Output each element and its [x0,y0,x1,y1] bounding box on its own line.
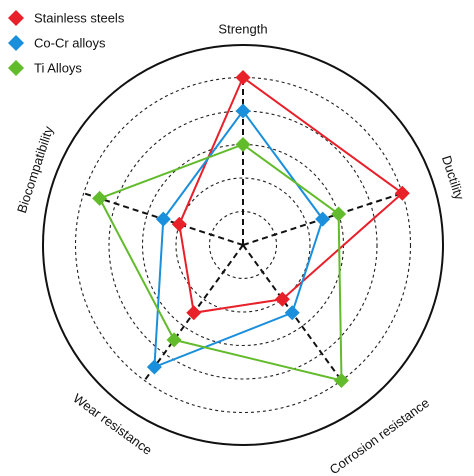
outer-ring [42,44,444,446]
axis-label: Biocompatibility [14,124,56,215]
legend-marker [8,60,24,76]
axis-label: Corrosion resistance [327,395,432,476]
data-point [235,70,251,85]
axis-label: Strength [218,21,267,36]
axes [83,77,403,382]
legend-label: Stainless steels [34,10,125,25]
data-point [284,305,300,321]
legend: Stainless steels Co-Cr alloys Ti Alloys [8,10,125,76]
data-point [331,206,347,222]
data-point [92,190,108,206]
data-point [171,216,187,232]
data-point [333,373,349,389]
series-polygon [153,109,324,369]
data-point [146,359,162,375]
axis-label: Wear resistance [70,391,155,458]
legend-label: Co-Cr alloys [34,35,106,50]
data-point [235,103,251,119]
data-point [315,211,331,227]
series-polygon [178,75,404,314]
data-point [155,211,171,227]
axis-label: Ductility [439,154,467,202]
legend-label: Ti Alloys [34,60,82,75]
grid-ring [175,177,311,313]
data-point [394,185,410,201]
legend-marker [8,35,24,51]
data-point [235,137,251,152]
data-point [166,332,182,348]
legend-marker [8,10,24,26]
series-layer [92,70,410,389]
series-polygon [98,143,343,382]
data-point [186,305,202,321]
grid-ring [74,76,412,414]
data-point [274,291,290,307]
